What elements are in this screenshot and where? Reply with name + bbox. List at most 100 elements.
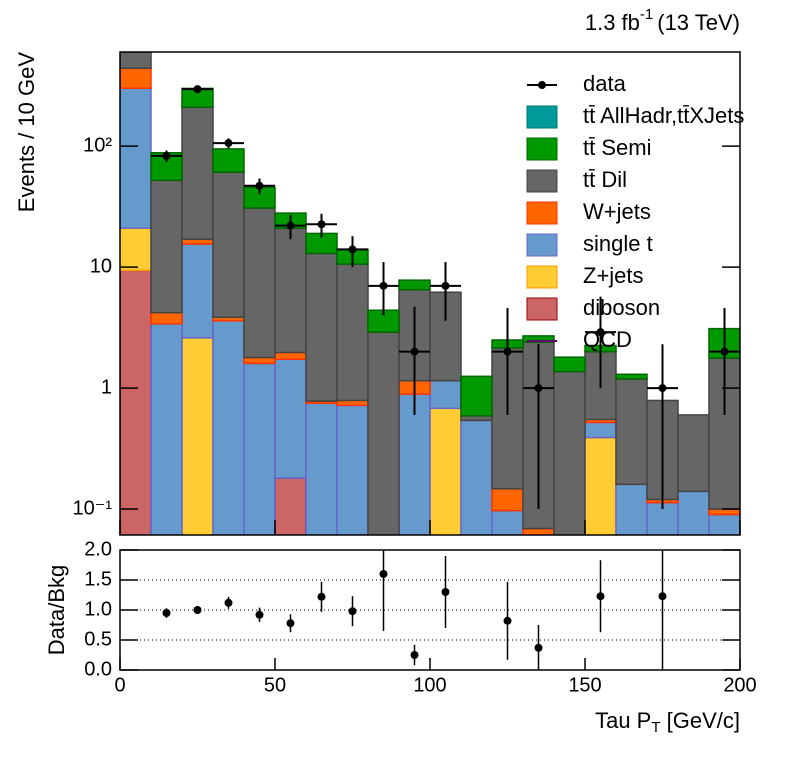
plot-frame <box>119 51 741 536</box>
stack-segment <box>212 320 245 535</box>
y-tick-label: 2.0 <box>84 538 112 560</box>
y-tick-label: 1.5 <box>84 568 112 590</box>
legend-marker <box>526 201 558 225</box>
legend-marker <box>526 137 558 161</box>
stack-segment <box>708 513 740 535</box>
x-tick-label: 50 <box>264 674 286 696</box>
stack-segment <box>491 488 524 512</box>
legend-label: QCD <box>583 327 632 352</box>
data-point <box>224 139 233 148</box>
stack-segment <box>615 483 648 535</box>
ratio-plot <box>120 550 740 670</box>
data-point <box>317 592 326 601</box>
legend-label: data <box>583 71 627 96</box>
stack-segment <box>305 252 338 402</box>
data-point <box>720 347 729 356</box>
stack-segment <box>367 331 400 535</box>
data-point <box>193 606 202 614</box>
stack-segment <box>398 393 431 535</box>
legend-marker <box>526 265 558 289</box>
stack-segment <box>243 362 276 535</box>
data-point <box>286 619 295 628</box>
stack-segment <box>274 227 307 354</box>
stack-segment <box>120 67 152 89</box>
stack-segment <box>615 373 648 380</box>
legend-marker <box>526 169 558 193</box>
stack-segment <box>305 402 338 535</box>
y-tick-label: 1 <box>101 376 112 398</box>
y-tick-label: 10² <box>83 134 112 156</box>
x-tick-label: 0 <box>114 674 125 696</box>
data-point <box>224 598 233 607</box>
stack-segment <box>212 171 245 318</box>
data-point <box>255 610 264 619</box>
stack-segment <box>150 179 183 314</box>
stack-segment <box>274 358 307 479</box>
stack-segment <box>584 421 617 439</box>
stack-segment <box>522 335 555 343</box>
legend-marker <box>526 233 558 257</box>
stack-segment <box>120 227 152 272</box>
data-point <box>255 181 264 190</box>
legend-label: single t <box>583 231 653 256</box>
y-tick-label: 0.5 <box>84 628 112 650</box>
y-tick-label: 10⁻¹ <box>73 497 113 519</box>
data-point <box>534 643 543 652</box>
y-tick-label: 0.0 <box>84 658 112 680</box>
legend-marker <box>526 297 558 321</box>
data-point <box>162 151 171 160</box>
legend-label: tt̄ Dil <box>583 167 627 192</box>
stack-segment <box>181 337 214 535</box>
stack-segment <box>460 375 493 417</box>
stack-segment <box>274 477 307 535</box>
data-point <box>410 651 419 659</box>
stack-segment <box>677 490 710 535</box>
stack-segment <box>615 378 648 486</box>
data-point <box>410 347 419 356</box>
data-point <box>534 384 543 393</box>
y-tick-label: 10 <box>90 255 112 277</box>
stack-segment <box>584 436 617 535</box>
legend-label: W+jets <box>583 199 651 224</box>
data-point <box>193 85 202 94</box>
data-point <box>658 592 667 601</box>
axes: 10⁻¹ 1 10 10² data tt̄ AllHadr,tt̄XJets tt̄ Se… <box>73 51 757 696</box>
data-point <box>658 384 667 393</box>
stack-segment <box>243 356 276 365</box>
data-point <box>441 588 450 596</box>
data-point <box>596 328 605 337</box>
legend-label: tt̄ Semi <box>583 135 651 160</box>
data-point <box>348 245 357 254</box>
stack-segment <box>181 243 214 339</box>
legend-label: Z+jets <box>583 263 644 288</box>
legend-marker <box>526 105 558 129</box>
stack-segment <box>491 509 524 535</box>
data-point <box>348 607 357 616</box>
stack-segment <box>429 407 462 535</box>
data-point <box>162 609 171 617</box>
stack-segment <box>460 419 493 535</box>
x-tick-label: 150 <box>568 674 601 696</box>
data-point <box>379 281 388 290</box>
x-axis-title: Tau PT [GeV/c] <box>595 708 740 736</box>
data-point <box>379 570 388 578</box>
y-axis-title: Events / 10 GeV <box>14 52 39 213</box>
stack-segment <box>336 263 369 402</box>
stack-segment <box>274 351 307 361</box>
stack-segment <box>120 52 152 69</box>
data-point <box>441 281 450 290</box>
stack-segment <box>120 87 152 229</box>
stack-segment <box>429 379 462 410</box>
data-point <box>503 347 512 356</box>
stack-segment <box>553 370 586 535</box>
data-point <box>503 616 512 625</box>
stack-segment <box>708 508 740 516</box>
stack-segment <box>398 279 431 291</box>
stack-segment <box>150 323 183 535</box>
data-point <box>317 220 326 229</box>
ratio-y-axis-title: Data/Bkg <box>44 565 69 656</box>
legend-marker <box>538 81 546 89</box>
stack-segment <box>336 404 369 535</box>
stack-segment <box>243 207 276 359</box>
stack-segment <box>677 414 710 493</box>
